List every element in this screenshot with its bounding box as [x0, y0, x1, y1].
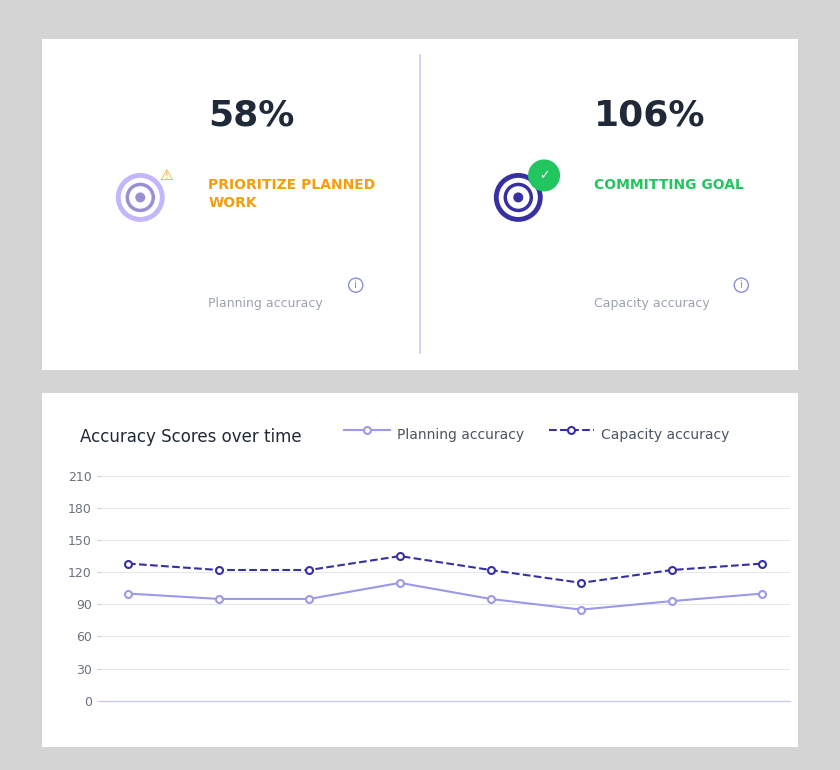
Ellipse shape [528, 159, 560, 192]
Text: i: i [354, 280, 357, 290]
Text: ⚠: ⚠ [160, 168, 173, 183]
Text: Capacity accuracy: Capacity accuracy [594, 296, 710, 310]
Text: 106%: 106% [594, 98, 706, 132]
Ellipse shape [513, 192, 523, 203]
Text: COMMITTING GOAL: COMMITTING GOAL [594, 178, 743, 192]
Text: 58%: 58% [208, 98, 295, 132]
Text: PRIORITIZE PLANNED
WORK: PRIORITIZE PLANNED WORK [208, 178, 375, 210]
FancyBboxPatch shape [30, 34, 810, 374]
Text: Planning accuracy: Planning accuracy [397, 428, 524, 442]
Text: Accuracy Scores over time: Accuracy Scores over time [80, 428, 302, 446]
Text: Capacity accuracy: Capacity accuracy [601, 428, 730, 442]
Ellipse shape [135, 192, 145, 203]
Text: i: i [740, 280, 743, 290]
Text: ✓: ✓ [538, 169, 549, 182]
Text: Planning accuracy: Planning accuracy [208, 296, 323, 310]
FancyBboxPatch shape [34, 389, 806, 751]
